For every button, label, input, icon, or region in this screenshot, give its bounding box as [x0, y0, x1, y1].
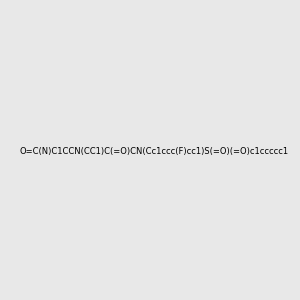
Text: O=C(N)C1CCN(CC1)C(=O)CN(Cc1ccc(F)cc1)S(=O)(=O)c1ccccc1: O=C(N)C1CCN(CC1)C(=O)CN(Cc1ccc(F)cc1)S(=… [19, 147, 288, 156]
